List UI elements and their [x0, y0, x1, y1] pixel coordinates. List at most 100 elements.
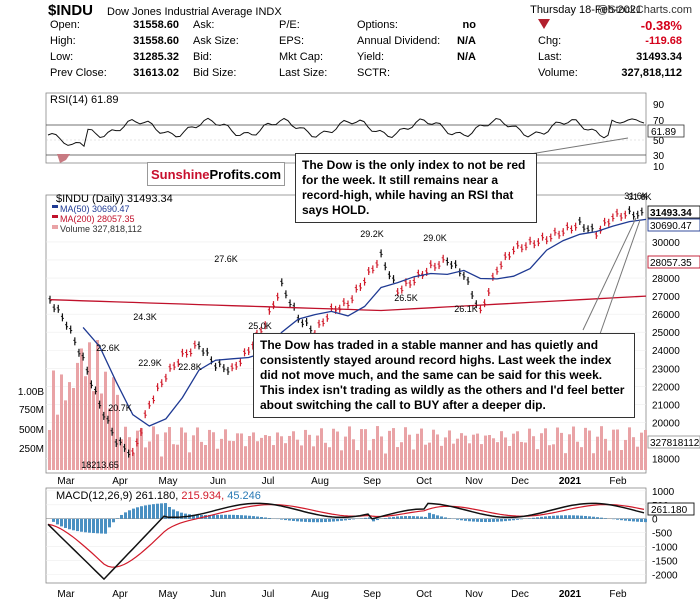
label: Bid Size:: [193, 67, 237, 79]
macd-hist-bar: [248, 515, 251, 519]
macd-hist-bar: [352, 518, 355, 520]
macd-x-tick: Sep: [363, 589, 381, 600]
volume-bar: [96, 340, 99, 470]
price-panel: 31.6K 29.2K 29.0K 27.6K 26.5K 26.1K 25.0K 24.3K…: [18, 191, 700, 474]
index-name: Dow Jones Industrial Average INDX: [107, 6, 282, 18]
price-x-tick: Jul: [262, 476, 275, 487]
volume-bar: [432, 429, 435, 470]
macd-hist-bar: [632, 518, 635, 522]
volume-bar: [292, 431, 295, 470]
macd-hist-bar: [284, 518, 287, 521]
volume-bar: [336, 431, 339, 470]
price-x-tick: Oct: [416, 476, 432, 487]
volume-bar: [644, 429, 647, 470]
volume-bar: [448, 430, 451, 470]
macd-hist-bar: [432, 514, 435, 519]
volume-bar: [460, 433, 463, 470]
volume-bar: [228, 440, 231, 470]
volume-bar: [240, 433, 243, 470]
symbol: $INDU: [48, 2, 94, 19]
volume-bar: [328, 447, 331, 470]
macd-hist-bar: [476, 518, 479, 522]
volume-bar: [232, 441, 235, 470]
volume-bar: [532, 436, 535, 470]
volume-bar: [104, 371, 107, 470]
macd-hist-bar: [584, 515, 587, 519]
macd-hist-bar: [164, 503, 167, 519]
label: Bid:: [193, 51, 212, 63]
macd-hist-bar: [80, 518, 83, 532]
volume-bar: [280, 436, 283, 470]
volume-bar: [404, 427, 407, 470]
price-x-tick: Dec: [511, 476, 529, 487]
macd-x-tick: 2021: [559, 589, 582, 600]
ma200-legend: MA(200) 28057.35: [60, 214, 135, 224]
volume-bar: [64, 400, 67, 470]
macd-line: [47, 502, 645, 581]
macd-hist-bar: [408, 516, 411, 519]
volume-bar: [396, 447, 399, 470]
price-point-label: 18213.65: [81, 460, 119, 470]
value: -119.68: [645, 35, 682, 47]
volume-bar: [324, 442, 327, 470]
macd-hist-bar: [128, 510, 131, 519]
macd-hist-bar: [104, 518, 107, 534]
volume-bar: [120, 439, 123, 470]
volume-bar: [624, 439, 627, 470]
macd-hist-bar: [92, 518, 95, 534]
volume-bar: [412, 449, 415, 470]
price-point-label: 24.3K: [133, 312, 157, 322]
macd-label-name: MACD(12,26,9): [56, 490, 132, 502]
label: Options:: [357, 19, 398, 31]
volume-bar: [480, 444, 483, 470]
volume-bar: [476, 433, 479, 470]
macd-hist-bar: [388, 517, 391, 519]
macd-hist-bar: [604, 518, 607, 519]
macd-hist-bar: [56, 518, 59, 525]
volume-bar: [388, 430, 391, 470]
volume-bar: [512, 433, 515, 470]
ma50-tag-text: 30690.47: [650, 221, 692, 232]
volume-bar: [616, 429, 619, 470]
value: 31493.34: [636, 51, 682, 63]
macd-hist-bar: [336, 518, 339, 522]
volume-bar: [516, 431, 519, 470]
macd-hist-bar: [544, 516, 547, 519]
volume-bar: [128, 437, 131, 470]
macd-hist-bar: [532, 517, 535, 519]
volume-bar: [60, 374, 63, 470]
macd-hist-bar: [644, 518, 647, 523]
volume-bar: [116, 394, 119, 470]
price-y-tick: 28000: [652, 274, 680, 285]
volume-bar: [92, 391, 95, 470]
macd-hist-bar: [244, 515, 247, 519]
macd-hist-bar: [144, 505, 147, 519]
macd-hist-bar: [84, 518, 87, 533]
price-point-label: 22.9K: [138, 358, 162, 368]
macd-hist-bar: [316, 518, 319, 523]
volume-swatch: [52, 225, 58, 229]
macd-hist-bar: [156, 503, 159, 519]
macd-hist-bar: [464, 518, 467, 521]
macd-hist-bar: [520, 518, 523, 520]
macd-hist-bar: [312, 518, 315, 523]
volume-bar: [416, 433, 419, 470]
ma200-swatch: [52, 215, 58, 218]
macd-hist-bar: [484, 518, 487, 523]
macd-hist-bar: [88, 518, 91, 533]
price-point-label: 26.5K: [394, 293, 418, 303]
volume-bar: [576, 441, 579, 470]
macd-hist-bar: [400, 516, 403, 519]
rsi-line: [47, 117, 645, 148]
macd-hist-bar: [376, 518, 379, 521]
note-summary: The Dow has traded in a stable manner an…: [253, 333, 635, 418]
volume-bar: [112, 377, 115, 470]
ma50-line: [82, 218, 647, 427]
macd-hist-bar: [264, 517, 267, 519]
macd-hist-bar: [72, 518, 75, 531]
volume-bar: [140, 428, 143, 470]
macd-hist-bar: [116, 518, 119, 519]
macd-x-tick: Jun: [210, 589, 226, 600]
macd-frame: [45, 487, 647, 584]
macd-hist-bar: [160, 503, 163, 519]
